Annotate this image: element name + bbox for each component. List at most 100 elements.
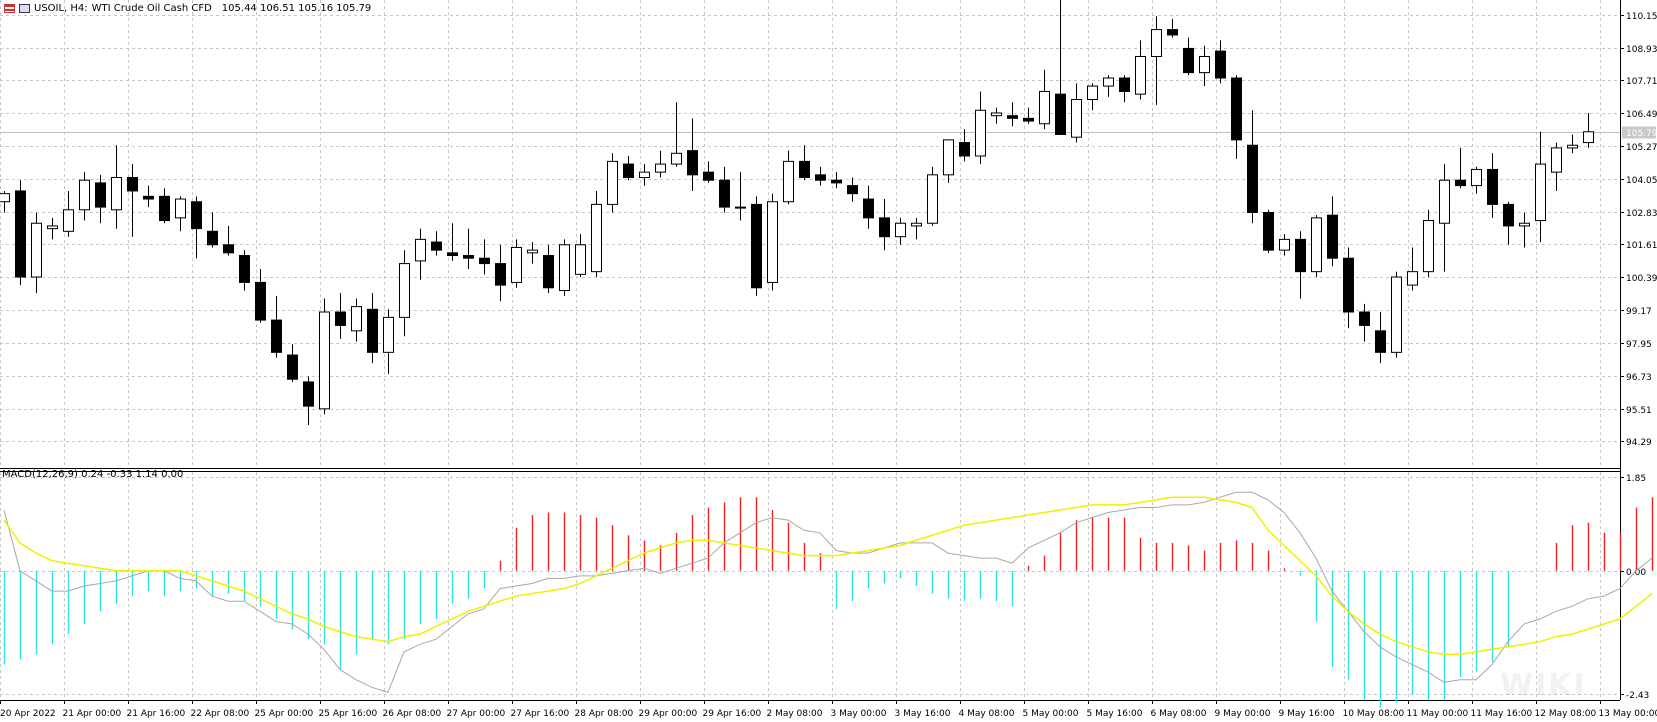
- candle-body-bull: [1391, 276, 1402, 353]
- time-tick-label: 26 Apr 08:00: [383, 709, 442, 719]
- ohlc-readout: 105.44 106.51 105.16 105.79: [221, 3, 372, 14]
- candle: [623, 156, 634, 181]
- candle-body-bull: [1087, 85, 1098, 101]
- price-tick-label: 104.05: [1626, 176, 1657, 186]
- candle: [911, 217, 922, 240]
- price-tick-label: 100.39: [1626, 274, 1657, 284]
- candle: [255, 268, 266, 323]
- time-tick-label: 9 May 00:00: [1215, 709, 1271, 719]
- candle-body-bull: [1279, 238, 1290, 251]
- macd-histogram: [3, 497, 1654, 708]
- candle-body-bear: [495, 263, 506, 286]
- candle: [607, 153, 618, 213]
- symbol-description: WTI Crude Oil Cash CFD: [91, 3, 212, 14]
- candle: [671, 102, 682, 167]
- candle-body-bear: [799, 160, 810, 179]
- candle-body-bull: [1471, 168, 1482, 187]
- candle-body-bear: [1343, 257, 1354, 313]
- candle-body-bull: [511, 246, 522, 283]
- candle-body-bull: [79, 179, 90, 211]
- candle-body-bull: [1039, 90, 1050, 125]
- time-tick-label: 11 May 00:00: [1407, 709, 1469, 719]
- candle: [1167, 18, 1178, 38]
- price-tick-label: 108.93: [1626, 45, 1657, 55]
- candle: [415, 228, 426, 280]
- price-tick-label: 97.95: [1626, 340, 1652, 350]
- time-tick-label: 5 May 00:00: [1023, 709, 1079, 719]
- candle-body-bull: [0, 193, 10, 203]
- candle-body-bull: [783, 160, 794, 203]
- candle: [783, 150, 794, 205]
- candle-body-bull: [31, 222, 42, 278]
- candle: [463, 228, 474, 269]
- candle-body-bear: [271, 319, 282, 353]
- candle-body-bull: [895, 222, 906, 238]
- candle-body-bull: [639, 171, 650, 179]
- candle: [1375, 312, 1386, 364]
- candle-body-bear: [1231, 77, 1242, 141]
- time-tick-label: 10 May 08:00: [1343, 709, 1405, 719]
- candle-body-bull: [383, 316, 394, 353]
- candle: [751, 196, 762, 296]
- candle-body-bear: [1247, 144, 1258, 213]
- candle-body-bear: [1167, 29, 1178, 36]
- candle-body-bear: [463, 255, 474, 259]
- candle-body-bear: [815, 174, 826, 181]
- candle-body-bear: [1327, 214, 1338, 259]
- candle-body-bear: [623, 163, 634, 179]
- candle: [175, 196, 186, 232]
- macd-tick-label: -2.43: [1626, 691, 1649, 701]
- candle: [1503, 201, 1514, 245]
- candle: [639, 164, 650, 186]
- candle: [831, 172, 842, 189]
- candle-body-bear: [287, 354, 298, 380]
- candle-body-bear: [1375, 330, 1386, 353]
- candle-body-bear: [1055, 93, 1066, 135]
- candle-body-bull: [671, 152, 682, 165]
- price-tick-label: 106.49: [1626, 110, 1657, 120]
- candle-body-bull: [975, 109, 986, 157]
- candle: [223, 225, 234, 256]
- candle: [351, 298, 362, 342]
- candle: [383, 309, 394, 374]
- candle-body-bear: [1503, 203, 1514, 227]
- candle-body-bull: [1407, 271, 1418, 286]
- price-tick-label: 95.51: [1626, 406, 1652, 416]
- candle-body-bear: [15, 190, 26, 278]
- macd-signal-line: [3, 496, 1653, 656]
- candle-body-bull: [1135, 55, 1146, 95]
- candle: [1279, 234, 1290, 256]
- time-tick-label: 22 Apr 08:00: [191, 709, 250, 719]
- candle: [1231, 75, 1242, 159]
- bid-price-label: 105.79: [1626, 129, 1657, 139]
- candle: [1455, 147, 1466, 189]
- candle: [431, 231, 442, 256]
- candle: [1263, 209, 1274, 253]
- candle: [1039, 69, 1050, 130]
- candle-body-bull: [559, 244, 570, 291]
- candle: [127, 164, 138, 237]
- candle-body-bull: [175, 198, 186, 219]
- candle: [191, 196, 202, 259]
- candle-body-bull: [1151, 29, 1162, 57]
- candle: [511, 239, 522, 288]
- price-tick-label: 94.29: [1626, 438, 1652, 448]
- time-tick-label: 13 May 00:00: [1599, 709, 1657, 719]
- candle-body-bear: [719, 179, 730, 208]
- time-tick-label: 5 May 16:00: [1087, 709, 1143, 719]
- candle: [735, 172, 746, 221]
- candle-body-bull: [1423, 220, 1434, 273]
- candle-body-bear: [191, 201, 202, 230]
- candle: [15, 180, 26, 286]
- candle: [847, 177, 858, 202]
- candle-body-bull: [767, 201, 778, 283]
- candle: [303, 376, 314, 425]
- price-tick-label: 99.17: [1626, 307, 1652, 317]
- candle: [0, 190, 10, 213]
- grid-layer: [0, 0, 1624, 704]
- candle-body-bear: [959, 142, 970, 157]
- chart-header: USOIL, H4: WTI Crude Oil Cash CFD 105.44…: [4, 3, 371, 14]
- candle: [319, 298, 330, 415]
- candle: [1071, 83, 1082, 143]
